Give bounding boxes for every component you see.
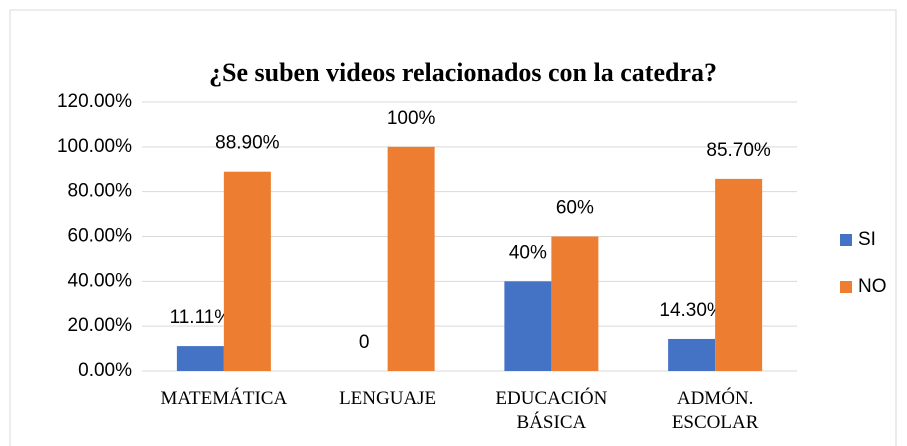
bar [387,146,435,371]
y-tick-label: 60.00% [68,226,133,247]
data-label: 40% [509,242,547,263]
data-label: 85.70% [706,140,771,161]
x-tick-label: ADMÓN. ESCOLAR [671,388,759,433]
data-label: 14.30% [659,300,724,321]
data-label: 0 [359,332,370,353]
data-label: 60% [556,198,594,219]
x-tick-label: EDUCACIÓN BÁSICA [495,388,608,433]
x-tick-label: LENGUAJE [339,388,437,409]
bar [223,171,271,371]
bar [176,346,224,371]
chart-title: ¿Se suben videos relacionados con la cat… [209,58,717,87]
legend-swatch [840,234,852,246]
bar [668,338,716,371]
bar [551,236,599,371]
x-tick-label: MATEMÁTICA [160,388,288,409]
y-tick-label: 120.00% [57,91,132,112]
data-label: 100% [387,108,436,129]
legend-swatch [840,281,852,293]
data-label: 11.11% [170,307,232,328]
legend-label: NO [858,276,887,297]
y-tick-label: 0.00% [78,360,132,381]
y-tick-label: 100.00% [57,136,132,157]
bar [504,281,552,371]
y-tick-label: 40.00% [68,270,133,291]
bar [715,178,763,371]
legend-label: SI [858,229,876,250]
y-tick-label: 20.00% [68,315,133,336]
data-label: 88.90% [215,133,280,154]
y-tick-label: 80.00% [68,181,133,202]
chart-frame [9,9,897,446]
